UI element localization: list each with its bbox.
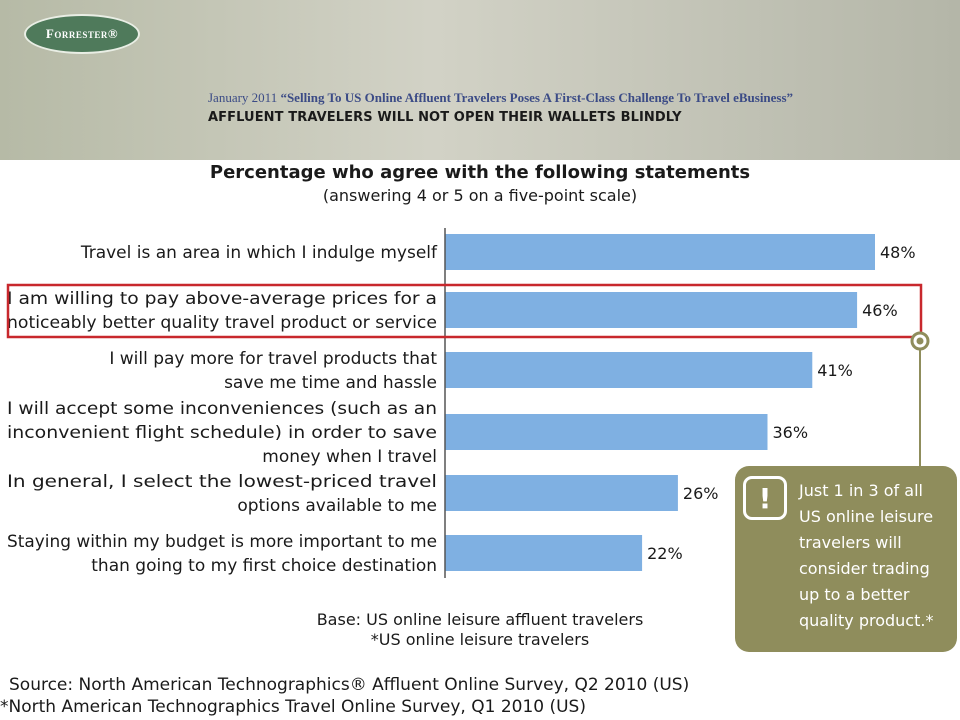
bar-6 xyxy=(445,535,643,571)
connector-dot xyxy=(916,337,924,345)
value-label-4: 36% xyxy=(773,423,809,442)
value-label-3: 41% xyxy=(817,361,853,380)
callout-text: Just 1 in 3 of all US online leisure tra… xyxy=(799,481,934,630)
source-line-1: Source: North American Technographics® A… xyxy=(9,675,690,695)
category-label-2-line-1: I am willing to pay above-average prices… xyxy=(7,289,437,309)
callout-box: ! Just 1 in 3 of all US online leisure t… xyxy=(735,466,957,652)
report-citation: January 2011 “Selling To US Online Afflu… xyxy=(208,90,793,106)
category-label-2-line-2: noticeably better quality travel product… xyxy=(7,313,437,333)
bar-2 xyxy=(445,292,858,328)
source-note: Source: North American Technographics® A… xyxy=(0,674,960,718)
category-label-1-line-1: Travel is an area in which I indulge mys… xyxy=(80,243,438,263)
category-label-4-line-3: money when I travel xyxy=(262,447,437,467)
report-title: “Selling To US Online Affluent Travelers… xyxy=(280,90,794,105)
bar-4 xyxy=(445,414,768,450)
category-label-3-line-2: save me time and hassle xyxy=(224,373,437,393)
bar-1 xyxy=(445,234,875,270)
report-date: January 2011 xyxy=(208,90,278,105)
category-label-6-line-1: Staying within my budget is more importa… xyxy=(7,532,437,552)
category-label-4-line-2: inconvenient flight schedule) in order t… xyxy=(7,423,437,443)
value-label-1: 48% xyxy=(880,243,916,262)
bar-3 xyxy=(445,352,813,388)
logo-text: Forrester® xyxy=(45,26,119,41)
headline: AFFLUENT TRAVELERS WILL NOT OPEN THEIR W… xyxy=(208,110,682,125)
highlight-box xyxy=(6,283,923,339)
chart-title: Percentage who agree with the following … xyxy=(209,162,751,183)
exclamation-icon: ! xyxy=(743,476,787,520)
category-label-5-line-2: options available to me xyxy=(237,496,437,516)
base-note: Base: US online leisure affluent travele… xyxy=(300,610,660,650)
base-note-line-1: Base: US online leisure affluent travele… xyxy=(316,610,644,629)
forrester-logo: Forrester® xyxy=(24,14,140,54)
value-label-2: 46% xyxy=(862,301,898,320)
category-label-4-line-1: I will accept some inconveniences (such … xyxy=(7,399,437,419)
category-label-3-line-1: I will pay more for travel products that xyxy=(109,349,437,369)
category-label-5-line-1: In general, I select the lowest-priced t… xyxy=(7,472,437,492)
value-label-6: 22% xyxy=(647,544,683,563)
header-band xyxy=(0,0,960,160)
base-note-line-2: *US online leisure travelers xyxy=(370,630,590,649)
value-label-5: 26% xyxy=(683,484,719,503)
chart-subtitle: (answering 4 or 5 on a five-point scale) xyxy=(322,186,638,205)
category-label-6-line-2: than going to my first choice destinatio… xyxy=(91,556,437,576)
bar-5 xyxy=(445,475,678,511)
source-line-2: *North American Technographics Travel On… xyxy=(0,697,586,717)
